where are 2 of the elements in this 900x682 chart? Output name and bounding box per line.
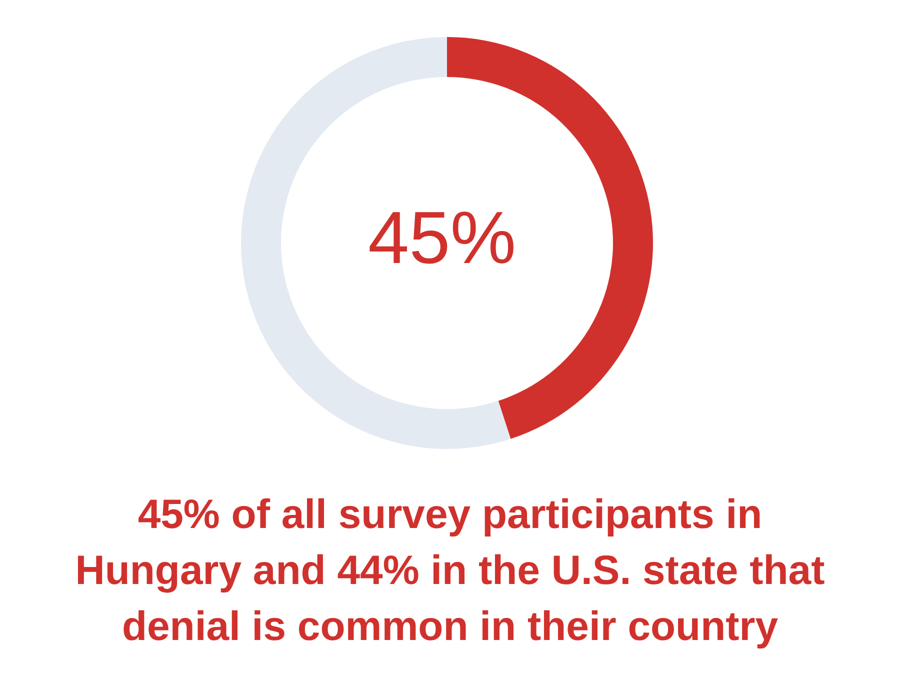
text: 45%: [366, 195, 518, 281]
text: 45% of all survey participants in Hungary and 44% in the U.S. state that denial is common in their country: [74, 490, 826, 651]
